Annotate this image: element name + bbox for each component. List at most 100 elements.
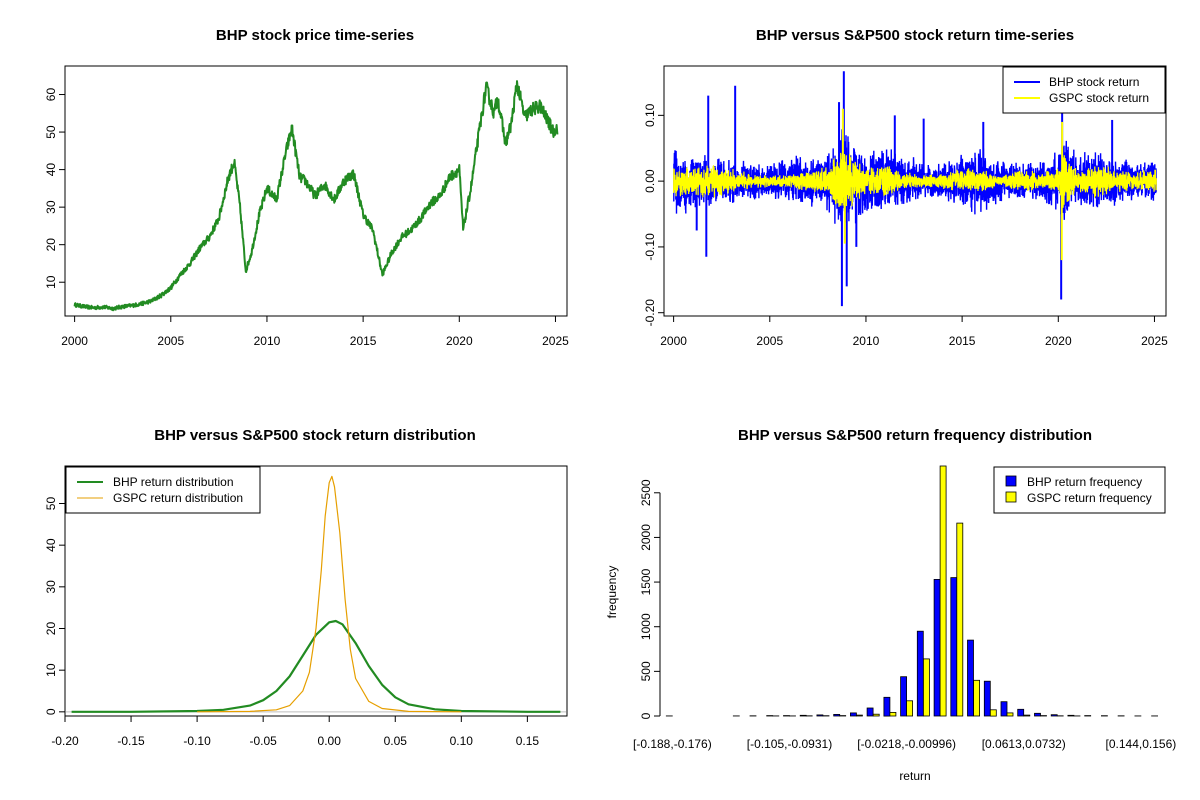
legend-label-bhp: BHP return distribution [113, 475, 234, 489]
legend-label-gspc: GSPC return distribution [113, 491, 243, 505]
bar-bhp-frequency [850, 712, 857, 717]
chart-title: BHP stock price time-series [216, 27, 414, 44]
legend-label-gspc: GSPC stock return [1049, 91, 1149, 105]
x-tick-label: 2005 [157, 334, 184, 348]
legend-swatch-bhp [1005, 475, 1017, 487]
bar-bhp-frequency [983, 680, 991, 717]
bar-gspc-frequency [856, 714, 863, 717]
y-tick-label: 0 [44, 708, 58, 715]
series-marks [665, 465, 1158, 717]
panel-bhp-price: BHP stock price time-series 2000 2005 2010… [44, 27, 569, 348]
bar-gspc-frequency [1006, 712, 1014, 717]
bar-gspc-frequency [939, 465, 947, 717]
x-tick-label: 2020 [1045, 334, 1072, 348]
series-line-bhp-price [73, 80, 559, 312]
y-tick-label: 10 [44, 275, 58, 289]
series-marks [73, 80, 559, 312]
bar-bhp-frequency [799, 714, 807, 717]
y-axis-label: frequency [605, 566, 619, 619]
y-tick-label: 0.00 [643, 169, 657, 193]
y-tick-label: 10 [44, 663, 58, 677]
x-tick-label: [-0.188,-0.176) [633, 737, 712, 751]
bar-bhp-frequency [1000, 701, 1008, 717]
axis-ticks: 0 500 1000 1500 2000 2500 [-0.188,-0.176) [-0.1… [633, 479, 1176, 751]
plot-frame [663, 65, 1167, 317]
x-tick-label: 2010 [853, 334, 880, 348]
series-line-gspc-return [673, 152, 1157, 208]
bar-gspc-frequency [989, 709, 997, 717]
x-tick-label: [0.0613,0.0732) [982, 737, 1066, 751]
bar-gspc-frequency [956, 522, 964, 717]
x-tick-label: 2005 [756, 334, 783, 348]
bar-gspc-frequency [973, 679, 980, 717]
legend-box [1002, 66, 1166, 114]
bar-bhp-frequency [1050, 714, 1058, 717]
bar-bhp-frequency [1017, 708, 1025, 717]
x-tick-label: -0.05 [249, 734, 277, 748]
legend: BHP stock return GSPC stock return [1002, 66, 1166, 114]
panel-frequency-distribution: BHP versus S&P500 return frequency distr… [605, 427, 1176, 783]
x-tick-label: 2025 [1141, 334, 1168, 348]
series-line-gspc-density [197, 475, 462, 713]
y-tick-label: 50 [44, 125, 58, 139]
legend: BHP return frequency GSPC return frequen… [993, 466, 1166, 514]
plot-frame [64, 65, 568, 317]
y-tick-label: 1000 [639, 613, 653, 640]
y-tick-label: 30 [44, 580, 58, 594]
panel-return-distribution: BHP versus S&P500 stock return distribut… [44, 427, 568, 748]
bar-bhp-frequency [1034, 712, 1041, 717]
legend: BHP return distribution GSPC return dist… [65, 466, 261, 514]
x-tick-label: 0.15 [516, 734, 540, 748]
bar-bhp-frequency [833, 714, 841, 717]
legend-box [993, 466, 1166, 514]
bar-bhp-frequency [1067, 714, 1075, 717]
legend-label-bhp: BHP stock return [1049, 75, 1139, 89]
x-tick-label: [0.144,0.156) [1106, 737, 1177, 751]
y-tick-label: 40 [44, 538, 58, 552]
x-tick-label: [-0.105,-0.0931) [747, 737, 832, 751]
bar-bhp-frequency [866, 707, 874, 717]
bar-gspc-frequency [1023, 714, 1031, 717]
x-tick-label: [-0.0218,-0.00996) [857, 737, 956, 751]
x-tick-label: 0.00 [318, 734, 342, 748]
y-tick-label: 50 [44, 497, 58, 511]
x-tick-label: -0.15 [117, 734, 145, 748]
chart-title: BHP versus S&P500 stock return distribut… [154, 427, 475, 444]
bar-bhp-frequency [933, 579, 941, 717]
x-tick-label: 0.05 [384, 734, 408, 748]
bar-gspc-frequency [906, 700, 913, 717]
x-tick-label: 2020 [446, 334, 473, 348]
bar-bhp-frequency [916, 630, 924, 717]
y-tick-label: 30 [44, 200, 58, 214]
bar-bhp-frequency [816, 714, 824, 717]
y-tick-label: 2500 [639, 479, 653, 506]
bar-bhp-frequency [950, 577, 958, 717]
axis-ticks: 2000 2005 2010 2015 2020 2025 10 20 30 40 50 60 [44, 88, 569, 348]
x-tick-label: 2015 [350, 334, 377, 348]
y-tick-label: 20 [44, 622, 58, 636]
bar-gspc-frequency [889, 712, 897, 717]
x-tick-label: 2000 [61, 334, 88, 348]
legend-label-gspc: GSPC return frequency [1027, 491, 1152, 505]
y-tick-label: -0.10 [643, 233, 657, 261]
chart-title: BHP versus S&P500 return frequency distr… [738, 427, 1092, 444]
y-tick-label: 0 [639, 712, 653, 719]
y-tick-label: 2000 [639, 524, 653, 551]
x-tick-label: -0.10 [183, 734, 211, 748]
y-tick-label: 1500 [639, 568, 653, 595]
y-tick-label: 20 [44, 238, 58, 252]
y-tick-label: -0.20 [643, 299, 657, 327]
bar-bhp-frequency [900, 676, 907, 717]
axis-ticks: -0.20 -0.15 -0.10 -0.05 0.00 0.05 0.10 0.15 0 10 2… [44, 497, 539, 748]
series-marks [66, 475, 566, 713]
y-tick-label: 500 [639, 661, 653, 681]
x-tick-label: 2010 [254, 334, 281, 348]
x-tick-label: 2025 [542, 334, 569, 348]
series-marks [672, 71, 1157, 307]
bar-gspc-frequency [923, 658, 930, 717]
x-tick-label: 2000 [660, 334, 687, 348]
x-tick-label: -0.20 [51, 734, 79, 748]
axis-ticks: 2000 2005 2010 2015 2020 2025 -0.20 -0.10 0.00 0.… [643, 103, 1168, 348]
legend-label-bhp: BHP return frequency [1027, 475, 1142, 489]
